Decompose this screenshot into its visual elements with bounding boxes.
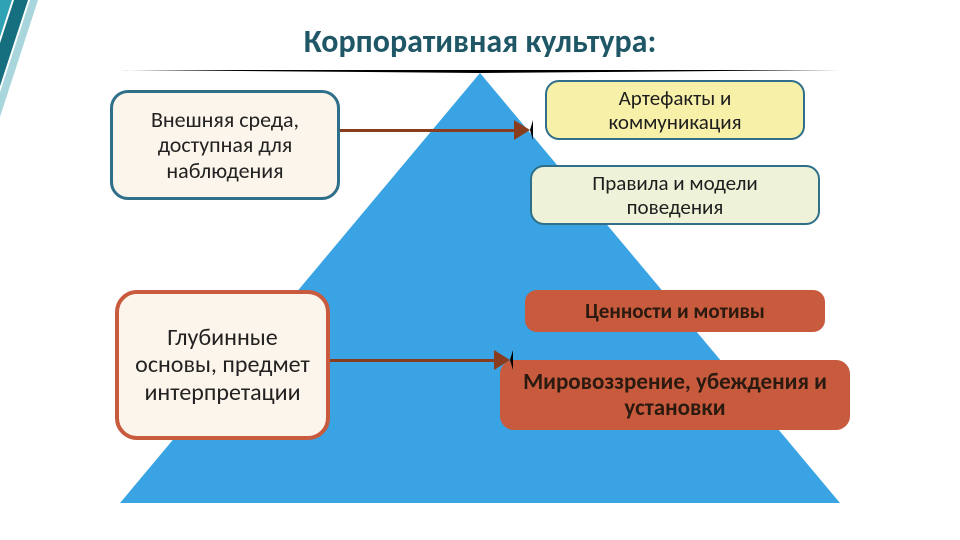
arrow-top [340,129,514,132]
box-artifacts: Артефакты и коммуникация [545,80,805,140]
decor-stripe [0,0,38,540]
arrow-bottom-head [494,350,513,370]
box-label: Глубинные основы, предмет интерпретации [129,324,316,407]
box-values: Ценности и мотивы [525,290,825,332]
box-label: Артефакты и коммуникация [557,86,793,134]
page-title: Корпоративная культура: [0,22,960,61]
box-label: Внешняя среда, доступная для наблюдения [123,107,327,183]
box-label: Правила и модели поведения [542,171,808,219]
arrow-bottom [330,359,494,362]
box-worldview: Мировоззрение, убеждения и установки [500,360,850,430]
arrow-top-head [514,120,533,140]
box-label: Мировоззрение, убеждения и установки [512,369,838,422]
box-label: Ценности и мотивы [585,299,765,323]
box-external-env: Внешняя среда, доступная для наблюдения [110,90,340,200]
box-rules: Правила и модели поведения [530,165,820,225]
box-deep-basics: Глубинные основы, предмет интерпретации [115,290,330,440]
